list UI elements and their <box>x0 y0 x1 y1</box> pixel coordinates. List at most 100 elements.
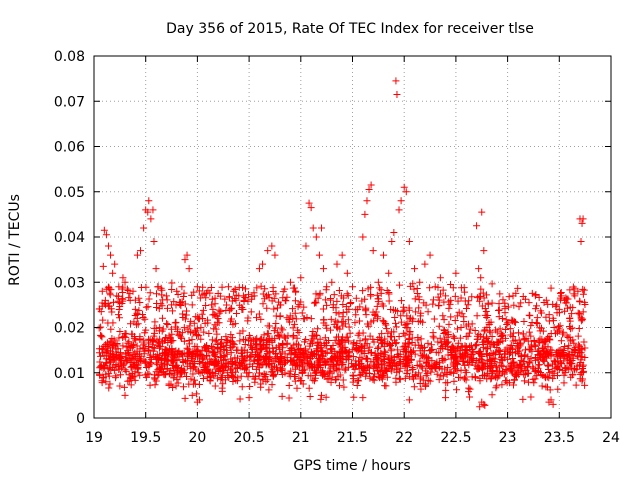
data-point <box>180 324 188 332</box>
data-point <box>214 363 222 371</box>
data-point <box>427 368 435 376</box>
data-point <box>308 362 316 370</box>
data-point <box>370 376 378 384</box>
data-point <box>168 301 176 309</box>
data-point <box>150 238 158 246</box>
grid-lines <box>94 56 611 418</box>
data-point <box>503 379 511 387</box>
data-point <box>255 364 263 372</box>
data-point <box>331 336 339 344</box>
data-point <box>557 292 565 300</box>
data-point <box>545 333 553 341</box>
data-point <box>154 371 162 379</box>
data-point <box>207 283 215 291</box>
data-point <box>98 287 106 295</box>
data-point <box>386 333 394 341</box>
data-point <box>440 326 448 334</box>
data-point <box>250 357 258 365</box>
data-point <box>550 369 558 377</box>
data-point <box>181 256 189 264</box>
data-point <box>390 328 398 336</box>
data-point <box>236 301 244 309</box>
data-point <box>297 357 305 365</box>
data-point <box>149 347 157 355</box>
data-point <box>395 353 403 361</box>
data-point <box>326 294 334 302</box>
data-point <box>405 336 413 344</box>
data-point <box>405 396 413 404</box>
data-point <box>495 306 503 314</box>
data-point <box>481 401 489 409</box>
data-point <box>540 347 548 355</box>
data-point <box>211 311 219 319</box>
data-point <box>193 331 201 339</box>
data-point <box>259 260 267 268</box>
data-point <box>103 359 111 367</box>
data-point <box>403 312 411 320</box>
data-point <box>154 361 162 369</box>
data-point <box>495 306 503 314</box>
y-tick-label: 0.06 <box>54 140 85 156</box>
data-point <box>520 335 528 343</box>
data-point <box>555 323 563 331</box>
data-point <box>414 336 422 344</box>
data-point <box>578 353 586 361</box>
data-point <box>159 325 167 333</box>
data-point <box>195 287 203 295</box>
data-point <box>136 345 144 353</box>
data-point <box>343 269 351 277</box>
data-point <box>136 299 144 307</box>
data-point <box>109 319 117 327</box>
data-point <box>352 357 360 365</box>
data-point <box>344 333 352 341</box>
data-point <box>264 322 272 330</box>
data-point <box>357 370 365 378</box>
data-point <box>253 284 261 292</box>
data-point <box>503 344 511 352</box>
data-point <box>392 77 400 85</box>
data-point <box>504 303 512 311</box>
data-point <box>127 381 135 389</box>
data-point <box>100 374 108 382</box>
data-point <box>430 315 438 323</box>
data-point <box>230 287 238 295</box>
data-point <box>403 347 411 355</box>
data-point <box>263 330 271 338</box>
data-point <box>228 304 236 312</box>
data-point <box>291 320 299 328</box>
data-point <box>318 348 326 356</box>
data-point <box>98 377 106 385</box>
data-point <box>415 304 423 312</box>
data-point <box>575 310 583 318</box>
data-point <box>579 364 587 372</box>
data-point <box>173 356 181 364</box>
data-point <box>380 351 388 359</box>
data-point <box>194 367 202 375</box>
data-point <box>392 319 400 327</box>
data-point <box>209 343 217 351</box>
data-point <box>120 360 128 368</box>
data-point <box>244 373 252 381</box>
data-point <box>206 289 214 297</box>
x-tick-label: 20 <box>188 430 206 446</box>
data-point <box>346 329 354 337</box>
data-point <box>196 352 204 360</box>
data-point <box>420 343 428 351</box>
data-point <box>423 358 431 366</box>
data-point <box>557 337 565 345</box>
data-point <box>452 365 460 373</box>
data-point <box>447 313 455 321</box>
data-point <box>116 359 124 367</box>
data-point <box>328 278 336 286</box>
data-point <box>264 247 272 255</box>
data-point <box>436 274 444 282</box>
data-point <box>536 351 544 359</box>
data-point <box>504 319 512 327</box>
data-point <box>399 307 407 315</box>
data-point <box>525 328 533 336</box>
data-point <box>549 400 557 408</box>
data-point <box>393 368 401 376</box>
data-point <box>573 365 581 373</box>
data-point <box>316 361 324 369</box>
